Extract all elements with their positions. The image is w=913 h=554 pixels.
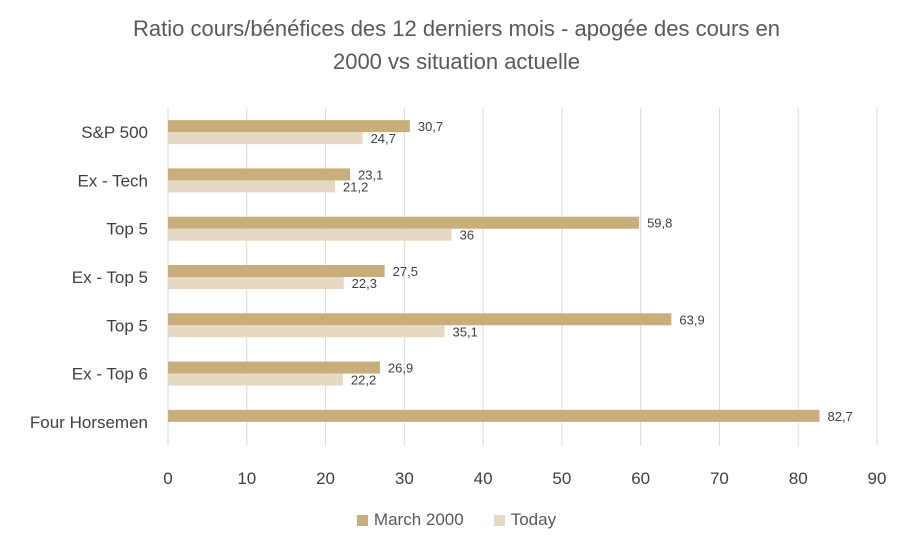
data-label-s0-0: 30,7 (418, 119, 443, 134)
data-label-s1-5: 22,2 (351, 373, 376, 388)
bar-s0-4 (168, 313, 672, 326)
bar-s1-4 (168, 325, 445, 338)
x-tick-label-2: 20 (316, 469, 335, 488)
bar-s0-6 (168, 409, 820, 422)
bar-s0-5 (168, 361, 380, 374)
legend-swatch-march-2000 (356, 514, 368, 526)
x-tick-label-9: 90 (868, 469, 887, 488)
x-tick-label-5: 50 (552, 469, 571, 488)
x-tick-label-3: 30 (395, 469, 414, 488)
bar-s1-2 (168, 228, 452, 241)
bar-s0-1 (168, 168, 350, 181)
data-label-s0-5: 26,9 (388, 361, 413, 376)
category-label-5: Ex - Top 6 (72, 365, 148, 384)
bar-s1-0 (168, 132, 363, 145)
data-label-s0-6: 82,7 (827, 409, 852, 424)
legend-swatch-today (493, 514, 505, 526)
data-label-s1-3: 22,3 (352, 276, 377, 291)
data-label-s1-1: 21,2 (343, 179, 368, 194)
data-label-s0-4: 63,9 (679, 312, 704, 327)
data-label-s1-4: 35,1 (453, 324, 478, 339)
x-tick-label-1: 10 (237, 469, 256, 488)
category-label-3: Ex - Top 5 (72, 268, 148, 287)
data-label-s0-2: 59,8 (647, 216, 672, 231)
legend-label-today: Today (510, 510, 557, 529)
data-label-s1-2: 36 (460, 228, 474, 243)
bar-s1-3 (168, 277, 344, 289)
chart-title-line-1: Ratio cours/bénéfices des 12 derniers mo… (133, 16, 780, 41)
x-tick-label-8: 80 (789, 469, 808, 488)
bar-s0-0 (168, 120, 410, 133)
bar-s0-3 (168, 265, 385, 277)
category-label-4: Top 5 (106, 316, 148, 335)
chart-title-line-2: 2000 vs situation actuelle (332, 49, 581, 74)
legend-item-march-2000: March 2000 (356, 510, 464, 530)
x-tick-label-6: 60 (631, 469, 650, 488)
data-label-s0-1: 23,1 (358, 167, 383, 182)
data-label-s1-0: 24,7 (371, 131, 396, 146)
bar-s1-1 (168, 180, 336, 193)
bar-s0-2 (168, 216, 640, 229)
category-label-0: S&P 500 (81, 123, 148, 142)
category-label-1: Ex - Tech (77, 171, 148, 190)
x-tick-label-4: 40 (474, 469, 493, 488)
x-tick-label-7: 70 (710, 469, 729, 488)
chart-title: Ratio cours/bénéfices des 12 derniers mo… (0, 12, 913, 78)
category-label-6: Four Horsemen (30, 413, 148, 432)
x-tick-label-0: 0 (163, 469, 172, 488)
legend: March 2000 Today (0, 510, 913, 530)
bar-s1-5 (168, 373, 343, 386)
category-label-2: Top 5 (106, 220, 148, 239)
legend-item-today: Today (493, 510, 557, 530)
legend-label-march-2000: March 2000 (373, 510, 464, 529)
data-label-s0-3: 27,5 (393, 264, 418, 279)
